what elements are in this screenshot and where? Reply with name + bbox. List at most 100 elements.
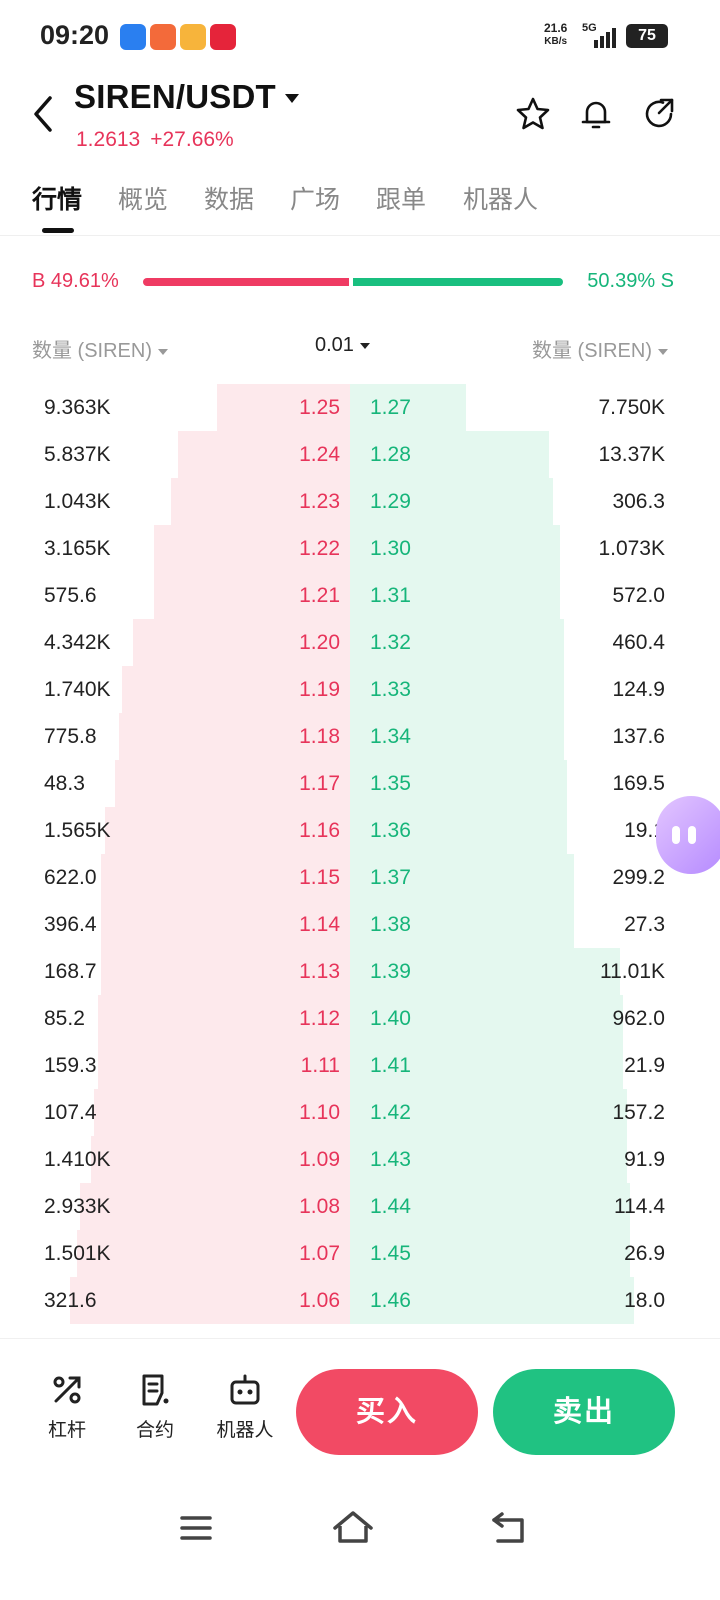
- menu-icon[interactable]: [174, 1508, 218, 1548]
- order-book-row[interactable]: 4.342K 1.20 1.32 460.4: [0, 613, 720, 660]
- order-book-row[interactable]: 622.0 1.15 1.37 299.2: [0, 848, 720, 895]
- bid-depth-bar: [91, 1136, 350, 1183]
- bid-price: 1.25: [299, 396, 340, 419]
- alert-bell-icon[interactable]: [578, 96, 614, 132]
- bid-qty-caret-icon: [158, 348, 168, 355]
- order-book-row[interactable]: 2.933K 1.08 1.44 114.4: [0, 1177, 720, 1224]
- ask-price: 1.39: [370, 960, 411, 983]
- battery-icon: 75: [626, 24, 668, 48]
- ask-depth-bar: [350, 1183, 630, 1230]
- bid-qty: 396.4: [44, 913, 97, 936]
- status-time: 09:20: [40, 20, 110, 50]
- bid-price: 1.17: [299, 772, 340, 795]
- bid-qty: 168.7: [44, 960, 97, 983]
- bid-price: 1.20: [299, 631, 340, 654]
- ask-qty: 91.9: [624, 1148, 665, 1171]
- buy-ratio-fill: [143, 278, 349, 286]
- ask-depth-bar: [350, 572, 560, 619]
- share-icon[interactable]: [641, 96, 677, 132]
- order-book-row[interactable]: 575.6 1.21 1.31 572.0: [0, 566, 720, 613]
- order-book-row[interactable]: 3.165K 1.22 1.30 1.073K: [0, 519, 720, 566]
- tab-overview[interactable]: 概览: [118, 186, 169, 214]
- bot-tool[interactable]: 机器人: [206, 1373, 284, 1442]
- pair-title[interactable]: SIREN/USDT: [74, 78, 276, 115]
- ask-depth-bar: [350, 1136, 627, 1183]
- order-book-row[interactable]: 9.363K 1.25 1.27 7.750K: [0, 384, 720, 425]
- bid-depth-bar: [70, 1277, 350, 1324]
- back-button[interactable]: [26, 92, 66, 136]
- ask-qty: 18.0: [624, 1289, 665, 1312]
- ask-depth-bar: [350, 431, 549, 478]
- sell-ratio-label: 50.39% S: [587, 270, 674, 292]
- ask-depth-bar: [350, 1089, 627, 1136]
- ask-price: 1.45: [370, 1242, 411, 1265]
- tab-market[interactable]: 行情: [32, 186, 83, 214]
- favorite-star-icon[interactable]: [515, 96, 551, 132]
- ask-price: 1.42: [370, 1101, 411, 1124]
- precision-caret-icon: [359, 342, 370, 349]
- order-book-row[interactable]: 159.3 1.11 1.41 21.9: [0, 1036, 720, 1083]
- bid-depth-bar: [101, 854, 350, 901]
- tab-copy-trade[interactable]: 跟单: [376, 186, 427, 214]
- order-book-row[interactable]: 775.8 1.18 1.34 137.6: [0, 707, 720, 754]
- order-book-row[interactable]: 1.501K 1.07 1.45 26.9: [0, 1224, 720, 1271]
- order-book-row[interactable]: 1.565K 1.16 1.36 19.1: [0, 801, 720, 848]
- ask-qty-header[interactable]: 数量 (SIREN): [532, 334, 668, 363]
- bid-price: 1.24: [299, 443, 340, 466]
- tab-square[interactable]: 广场: [290, 186, 341, 214]
- order-book-row[interactable]: 107.4 1.10 1.42 157.2: [0, 1083, 720, 1130]
- ask-qty: 11.01K: [600, 960, 665, 983]
- ask-qty: 124.9: [612, 678, 665, 701]
- back-nav-icon[interactable]: [488, 1508, 532, 1548]
- buy-sell-ratio-bar: [143, 278, 563, 286]
- ask-price: 1.29: [370, 490, 411, 513]
- sell-button[interactable]: 卖出: [493, 1369, 675, 1455]
- bid-qty: 575.6: [44, 584, 97, 607]
- bid-qty: 3.165K: [44, 537, 111, 560]
- precision-selector[interactable]: 0.01: [315, 334, 370, 357]
- network-speed: 21.6 KB/s: [544, 21, 568, 48]
- order-book-row[interactable]: 321.6 1.06 1.46 18.0: [0, 1271, 720, 1318]
- order-book-row[interactable]: 5.837K 1.24 1.28 13.37K: [0, 425, 720, 472]
- ask-price: 1.37: [370, 866, 411, 889]
- ask-qty: 19.1: [624, 819, 665, 842]
- ask-qty: 13.37K: [598, 443, 665, 466]
- contract-label: 合约: [135, 1420, 174, 1441]
- ask-qty: 157.2: [612, 1101, 665, 1124]
- bid-qty: 1.501K: [44, 1242, 111, 1265]
- tab-bots[interactable]: 机器人: [463, 186, 539, 214]
- ask-qty: 306.3: [612, 490, 665, 513]
- pair-dropdown-icon[interactable]: [282, 88, 302, 108]
- ask-price: 1.30: [370, 537, 411, 560]
- bid-qty: 775.8: [44, 725, 97, 748]
- bid-price: 1.18: [299, 725, 340, 748]
- floating-assistant-bubble[interactable]: [656, 796, 720, 874]
- bottom-action-bar: 杠杆 合约 机器人 买入 卖出: [0, 1338, 720, 1480]
- ask-price: 1.44: [370, 1195, 411, 1218]
- ask-price: 1.40: [370, 1007, 411, 1030]
- order-book-row[interactable]: 1.410K 1.09 1.43 91.9: [0, 1130, 720, 1177]
- price-change: +27.66%: [150, 128, 234, 151]
- bid-qty-header[interactable]: 数量 (SIREN): [32, 334, 168, 363]
- bid-depth-bar: [217, 384, 350, 431]
- leverage-tool[interactable]: 杠杆: [32, 1373, 102, 1442]
- bid-depth-bar: [80, 1183, 350, 1230]
- tab-data[interactable]: 数据: [204, 186, 255, 214]
- order-book-row[interactable]: 48.3 1.17 1.35 169.5: [0, 754, 720, 801]
- order-book-row[interactable]: 396.4 1.14 1.38 27.3: [0, 895, 720, 942]
- bid-price: 1.22: [299, 537, 340, 560]
- order-book-row[interactable]: 168.7 1.13 1.39 11.01K: [0, 942, 720, 989]
- contract-tool[interactable]: 合约: [120, 1373, 190, 1442]
- order-book-row[interactable]: 1.740K 1.19 1.33 124.9: [0, 660, 720, 707]
- ask-depth-bar: [350, 713, 564, 760]
- order-book-row[interactable]: 1.043K 1.23 1.29 306.3: [0, 472, 720, 519]
- home-icon[interactable]: [331, 1508, 375, 1548]
- ask-depth-bar: [350, 1277, 634, 1324]
- signal-icon: [594, 28, 616, 48]
- ask-depth-bar: [350, 666, 564, 713]
- bid-qty: 107.4: [44, 1101, 97, 1124]
- order-book-row[interactable]: 85.2 1.12 1.40 962.0: [0, 989, 720, 1036]
- bid-price: 1.23: [299, 490, 340, 513]
- buy-button[interactable]: 买入: [296, 1369, 478, 1455]
- ask-depth-bar: [350, 948, 620, 995]
